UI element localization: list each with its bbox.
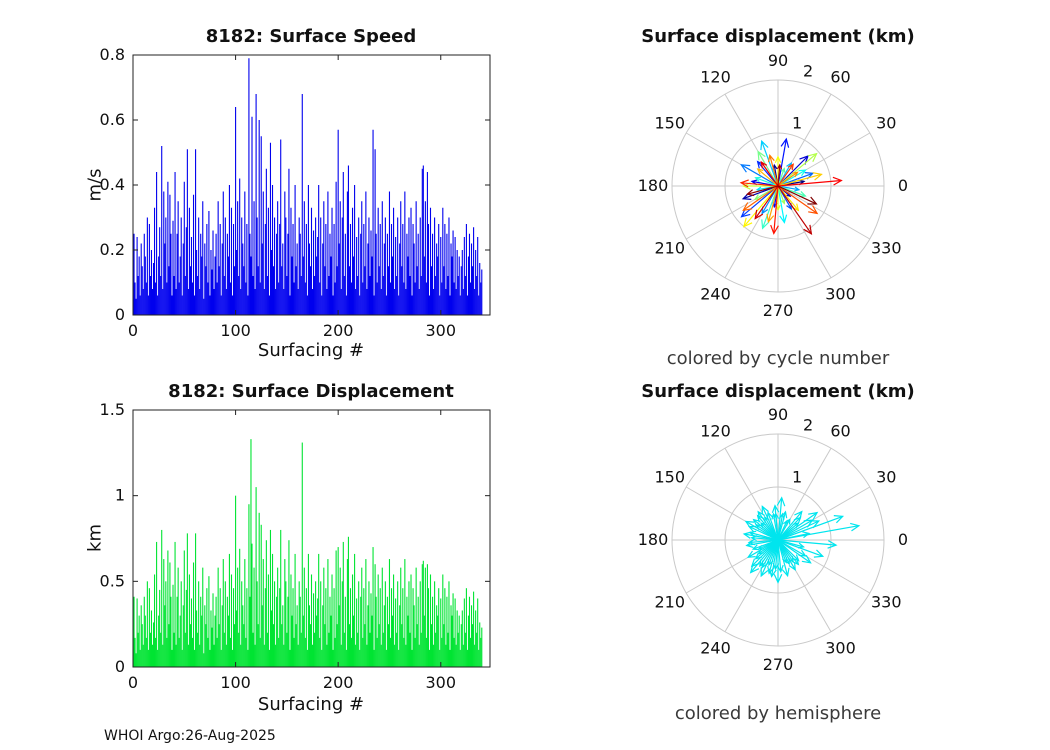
footer-date: WHOI Argo:26-Aug-2025: [104, 728, 276, 744]
speed-chart-title: 8182: Surface Speed: [205, 26, 417, 47]
surface-displacement-plot: 0 0.5 1 1.5 0 100 200 300: [100, 400, 491, 692]
svg-text:100: 100: [220, 673, 251, 692]
svg-text:300: 300: [825, 638, 856, 657]
svg-text:0.5: 0.5: [100, 571, 125, 590]
svg-text:0: 0: [115, 305, 125, 324]
svg-text:1.5: 1.5: [100, 400, 125, 419]
displacement-xlabel: Surfacing #: [257, 694, 365, 715]
svg-text:240: 240: [700, 638, 731, 657]
svg-text:0.2: 0.2: [100, 240, 125, 259]
svg-text:300: 300: [425, 321, 456, 340]
svg-text:30: 30: [876, 468, 896, 487]
svg-text:200: 200: [323, 673, 354, 692]
polar-hemisphere-arrows: [742, 496, 861, 584]
svg-text:330: 330: [871, 593, 902, 612]
svg-text:0: 0: [128, 321, 138, 340]
svg-text:120: 120: [700, 68, 731, 87]
svg-text:270: 270: [763, 655, 794, 674]
svg-text:60: 60: [830, 422, 850, 441]
svg-text:330: 330: [871, 239, 902, 258]
polar-hemisphere-plot: 0 30 60 90 120 150 180 210 240 270 300 330 1 2: [638, 405, 908, 674]
displacement-chart-title: 8182: Surface Displacement: [168, 381, 454, 402]
polar-hemisphere-caption: colored by hemisphere: [674, 703, 882, 724]
svg-text:90: 90: [768, 51, 788, 70]
svg-text:90: 90: [768, 405, 788, 424]
svg-text:60: 60: [830, 68, 850, 87]
svg-text:100: 100: [220, 321, 251, 340]
svg-text:0: 0: [898, 530, 908, 549]
svg-text:0.8: 0.8: [100, 45, 125, 64]
svg-text:240: 240: [700, 284, 731, 303]
speed-ylabel: m/s: [84, 168, 106, 202]
svg-text:2: 2: [803, 62, 813, 81]
svg-text:210: 210: [654, 593, 685, 612]
svg-text:300: 300: [825, 284, 856, 303]
svg-text:1: 1: [792, 467, 802, 486]
svg-text:2: 2: [803, 416, 813, 435]
svg-text:30: 30: [876, 114, 896, 133]
surface-displacement-bars: [133, 439, 483, 667]
polar-cycle-arrows: [739, 137, 843, 235]
svg-text:0: 0: [898, 176, 908, 195]
svg-text:0.6: 0.6: [100, 110, 125, 129]
svg-text:0: 0: [115, 657, 125, 676]
speed-xlabel: Surfacing #: [257, 340, 365, 361]
surface-speed-plot: 0 0.2 0.4 0.6 0.8 0 100 200 300: [100, 45, 491, 340]
svg-text:1: 1: [115, 486, 125, 505]
svg-text:180: 180: [638, 176, 669, 195]
polar-cycle-plot: 0 30 60 90 120 150 180 210 240 270 300 330 1 2: [638, 51, 908, 320]
svg-text:270: 270: [763, 301, 794, 320]
svg-text:200: 200: [323, 321, 354, 340]
polar-cycle-title: Surface displacement (km): [641, 26, 915, 47]
svg-text:120: 120: [700, 422, 731, 441]
svg-text:150: 150: [654, 114, 685, 133]
svg-text:1: 1: [792, 113, 802, 132]
svg-text:180: 180: [638, 530, 669, 549]
svg-text:210: 210: [654, 239, 685, 258]
svg-text:0.4: 0.4: [100, 175, 125, 194]
surface-speed-bars: [133, 58, 483, 315]
polar-hemisphere-title: Surface displacement (km): [641, 381, 915, 402]
svg-text:300: 300: [425, 673, 456, 692]
svg-text:150: 150: [654, 468, 685, 487]
svg-text:0: 0: [128, 673, 138, 692]
displacement-ylabel: km: [84, 524, 106, 552]
polar-cycle-caption: colored by cycle number: [666, 348, 890, 369]
